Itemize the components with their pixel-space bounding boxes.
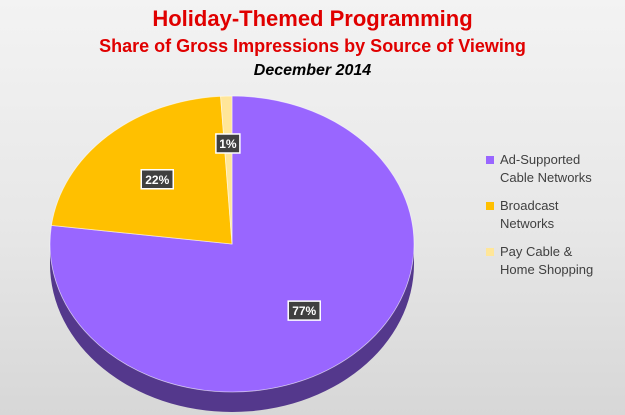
pie-slice-0 [49,95,415,393]
legend-swatch-1 [486,202,494,210]
legend-label-1: Broadcast Networks [500,198,559,231]
legend-label-2: Pay Cable & Home Shopping [500,244,594,277]
chart-subtitle: Share of Gross Impressions by Source of … [99,36,526,56]
chart-title: Holiday-Themed Programming [152,6,473,31]
data-labels: 77% 22% 1% [140,133,321,321]
data-label-box-1 [140,169,174,190]
chart-date-subtitle: December 2014 [253,62,372,79]
data-label-box-0 [287,300,321,321]
legend-item-2: Pay Cable & Home Shopping [486,243,621,279]
legend-swatch-2 [486,248,494,256]
legend-label-0: Ad-Supported Cable Networks [500,152,592,185]
data-label-2: 1% [215,133,241,154]
data-label-box-2 [215,133,241,154]
legend-swatch-0 [486,156,494,164]
legend-item-1: Broadcast Networks [486,197,621,233]
data-label-text-2: 1% [219,137,237,151]
chart-legend: Ad-Supported Cable Networks Broadcast Net… [486,151,621,289]
data-label-0: 77% [287,300,321,321]
pie-slice-2 [220,95,233,245]
legend-item-0: Ad-Supported Cable Networks [486,151,621,187]
data-label-text-1: 22% [145,173,169,187]
data-label-text-0: 77% [292,304,316,318]
data-label-1: 22% [140,169,174,190]
